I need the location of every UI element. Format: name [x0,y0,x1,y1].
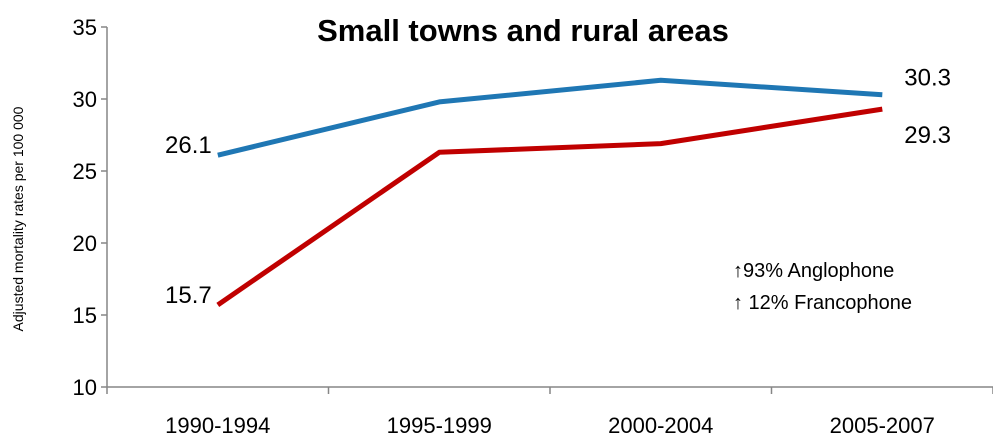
annotation-francophone: ↑ 12% Francophone [733,292,912,314]
data-label: 30.3 [904,65,951,92]
x-tick-label: 1995-1999 [387,413,492,438]
y-tick-label: 30 [73,87,97,112]
y-tick-label: 35 [73,15,97,40]
x-tick-label: 1990-1994 [165,413,270,438]
annotations: ↑93% Anglophone ↑ 12% Francophone [733,260,912,314]
y-tick-label: 25 [73,159,97,184]
series-lines [216,77,883,307]
series-line-0 [217,77,883,158]
data-label: 15.7 [165,282,212,309]
y-axis-label: Adjusted mortality rates per 100 000 [10,106,26,331]
data-labels: 26.1 15.7 30.3 29.3 [165,65,951,309]
y-tick-label: 15 [73,303,97,328]
data-label: 29.3 [904,122,951,149]
y-tick-label: 10 [73,375,97,400]
annotation-anglophone: ↑93% Anglophone [733,260,894,282]
data-label: 26.1 [165,132,212,159]
x-tick-label: 2000-2004 [608,413,713,438]
y-tick-label: 20 [73,231,97,256]
x-tick-label: 2005-2007 [830,413,935,438]
chart-title: Small towns and rural areas [317,13,729,48]
series-line-1 [216,106,883,307]
axes: 10 15 20 25 30 35 1990-1994 1995-1999 2000-2004 2… [73,15,993,438]
